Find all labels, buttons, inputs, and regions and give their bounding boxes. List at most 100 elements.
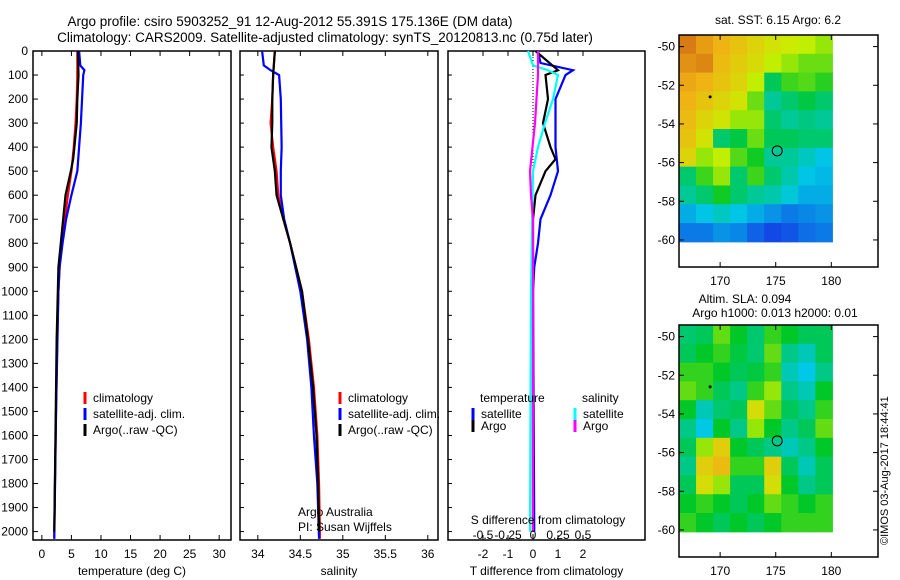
sst_map-cell [747, 223, 765, 243]
sla_map-cell [713, 381, 731, 401]
temperature-series-argo-raw-qc- [53, 50, 80, 532]
sla_map-cell [747, 400, 765, 420]
sla_map-cell [747, 343, 765, 364]
sla_map-cell [798, 475, 816, 495]
sst_map-cell [798, 110, 816, 130]
sst_map-cell [713, 147, 731, 168]
sla_map-cell [696, 494, 714, 514]
difference-legend-label: Argo [583, 419, 609, 433]
sla_map-cell [696, 513, 714, 533]
sla_map-argo-marker [771, 435, 783, 447]
sst_map-xtick-label: 175 [766, 274, 786, 288]
sst_map-cell [713, 72, 731, 92]
sla_map-cell [713, 494, 731, 514]
sst_map-cell [764, 53, 782, 74]
difference-xtick-label: 2 [580, 547, 587, 561]
title-line-1: Argo profile: csiro 5903252_91 12-Aug-20… [67, 14, 512, 29]
sla_map-cell [696, 437, 714, 458]
sla-map-subtitle: Argo h1000: 0.013 h2000: 0.01 [692, 306, 858, 320]
sla_map-cell [747, 325, 765, 345]
sst_map-cell [815, 72, 833, 92]
depth-tick-label: 1300 [1, 356, 28, 370]
difference-xtick-label: -1 [503, 547, 514, 561]
depth-tick-label: 800 [8, 236, 28, 250]
sst_map-argo-marker [771, 145, 783, 157]
sla_map-cell [764, 475, 782, 495]
difference-xlabel: T difference from climatology [470, 564, 624, 578]
sla_map-cell [730, 400, 748, 420]
sla_map-cell [730, 494, 748, 514]
sla_map-cell [798, 362, 816, 382]
sla_map-cell [798, 494, 816, 514]
difference-series-t-satellite [531, 50, 576, 532]
sla_map-cell [781, 325, 799, 345]
sla_map-point-marker [708, 385, 712, 389]
salinity-series-climatology [269, 50, 321, 539]
salinity-xtick-label: 35.5 [374, 547, 398, 561]
sla_map-cell [815, 437, 833, 458]
sla_map-cell [696, 400, 714, 420]
sla_map-cell [730, 362, 748, 382]
sst_map-ytick-label: -50 [658, 40, 676, 54]
sst_map-cell [798, 72, 816, 92]
sst_map-cell [730, 110, 748, 130]
sla_map-xtick-label: 170 [710, 564, 730, 578]
depth-tick-label: 600 [8, 188, 28, 202]
sla_map-cell [696, 475, 714, 495]
sla_map-cell [815, 494, 833, 514]
difference-series-t-argo [531, 50, 561, 532]
sst_map-cell [730, 147, 748, 168]
salinity-xtick-label: 36 [421, 547, 435, 561]
sst_map-cell [696, 204, 714, 224]
sst_map-cell [747, 91, 765, 111]
sla_map-cell [764, 456, 782, 476]
sla_map-cell [679, 381, 697, 401]
sla_map-ytick-label: -50 [658, 330, 676, 344]
sla_map-cell [679, 400, 697, 420]
sla_map-cell [781, 362, 799, 382]
sst_map-cell [679, 91, 697, 111]
sla_map-cell [764, 343, 782, 364]
sla_map-cell [747, 494, 765, 514]
sla_map-cell [815, 325, 833, 345]
annotation-line-1: Argo Australia [298, 505, 373, 519]
sst_map-cell [730, 129, 748, 149]
sla_map-cell [781, 343, 799, 364]
sst_map-cell [713, 185, 731, 205]
sst_map-cell [764, 223, 782, 243]
title-line-2: Climatology: CARS2009. Satellite-adjuste… [57, 30, 593, 45]
s-diff-tick-label: 0.5 [575, 528, 592, 542]
sst_map-frame [678, 34, 879, 268]
depth-tick-label: 300 [8, 116, 28, 130]
depth-tick-label: 1600 [1, 428, 28, 442]
sst_map-cell [815, 204, 833, 224]
sst_map-cell [798, 204, 816, 224]
sst_map-cell [815, 110, 833, 130]
sst_map-cell [696, 53, 714, 74]
depth-tick-label: 1200 [1, 332, 28, 346]
sst_map-cell [696, 110, 714, 130]
sst_map-ytick-label: -60 [658, 233, 676, 247]
depth-tick-label: 1800 [1, 477, 28, 491]
sla_map-cell [764, 362, 782, 382]
sst_map-cell [781, 223, 799, 243]
sla_map-cell [764, 494, 782, 514]
sst_map-cell [696, 185, 714, 205]
sst_map-cell [730, 91, 748, 111]
sst_map-cell [747, 110, 765, 130]
temperature-xtick-label: 15 [124, 547, 138, 561]
sst_map-cell [815, 166, 833, 186]
salinity-series-argo-raw-qc- [270, 50, 321, 532]
sla_map-cell [815, 362, 833, 382]
sst_map-xtick-label: 170 [710, 274, 730, 288]
sla_map-xtick-label: 175 [766, 564, 786, 578]
sla_map-cell [747, 475, 765, 495]
sst_map-ytick-label: -54 [658, 117, 676, 131]
sst_map-cell [679, 35, 697, 55]
sla_map-cell [713, 513, 731, 533]
annotation-line-2: PI: Susan Wijffels [298, 520, 392, 534]
sla_map-cell [764, 419, 782, 439]
difference-legend-label: Argo [481, 419, 507, 433]
temperature-legend-label: Argo(..raw -QC) [93, 423, 178, 437]
sla_map-cell [679, 456, 697, 476]
